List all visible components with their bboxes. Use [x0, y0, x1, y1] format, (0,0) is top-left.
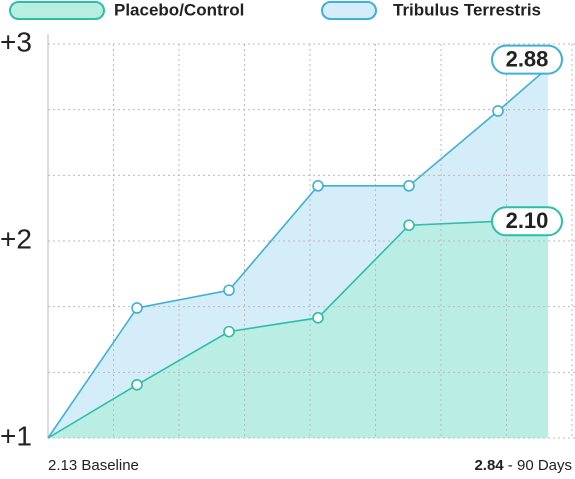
- x-end-bold: 2.84: [474, 457, 504, 474]
- point: [223, 284, 235, 297]
- value-label-box: [491, 206, 563, 237]
- value-label: 2.88: [506, 46, 549, 71]
- x-start-label: 2.13 Baseline: [48, 457, 139, 474]
- legend-swatch: [321, 1, 377, 20]
- point: [312, 180, 324, 192]
- point: [403, 180, 415, 192]
- point: [223, 325, 235, 338]
- legend-swatch: [9, 1, 105, 20]
- point: [312, 312, 324, 324]
- point: [131, 379, 143, 391]
- legend-label: Tribulus Terrestris: [393, 0, 541, 19]
- y-tick-label: +1: [0, 420, 32, 451]
- y-tick-label: +3: [0, 26, 32, 57]
- legend-label: Placebo/Control: [114, 0, 244, 19]
- point: [403, 219, 415, 232]
- value-label-box: [491, 44, 563, 75]
- x-end-label: 2.84 - 90 Days: [474, 457, 572, 474]
- point: [131, 302, 143, 314]
- point: [492, 105, 504, 117]
- value-label: 2.10: [506, 208, 549, 233]
- y-tick-label: +2: [0, 223, 32, 254]
- x-end-rest: - 90 Days: [504, 457, 572, 474]
- area: [48, 221, 548, 438]
